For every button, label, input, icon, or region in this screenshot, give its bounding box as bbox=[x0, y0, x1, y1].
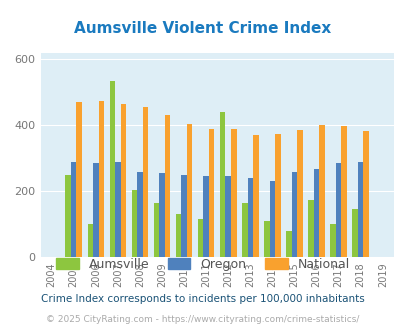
Bar bbox=[131, 190, 137, 257]
Bar bbox=[352, 209, 357, 257]
Bar bbox=[159, 173, 164, 257]
Bar bbox=[115, 162, 120, 257]
Bar bbox=[330, 224, 335, 257]
Bar bbox=[296, 130, 302, 257]
Bar bbox=[286, 231, 291, 257]
Bar bbox=[120, 104, 126, 257]
Bar bbox=[93, 163, 98, 257]
Bar bbox=[87, 224, 93, 257]
Bar bbox=[71, 162, 76, 257]
Bar bbox=[291, 172, 296, 257]
Bar bbox=[230, 129, 236, 257]
Text: © 2025 CityRating.com - https://www.cityrating.com/crime-statistics/: © 2025 CityRating.com - https://www.city… bbox=[46, 315, 359, 324]
Bar bbox=[225, 176, 230, 257]
Bar bbox=[197, 219, 203, 257]
Bar bbox=[142, 107, 148, 257]
Bar bbox=[241, 203, 247, 257]
Bar bbox=[153, 203, 159, 257]
Bar bbox=[357, 162, 362, 257]
Bar bbox=[109, 81, 115, 257]
Bar bbox=[203, 176, 209, 257]
Bar bbox=[252, 135, 258, 257]
Bar bbox=[209, 129, 214, 257]
Bar bbox=[269, 182, 275, 257]
Bar bbox=[362, 131, 368, 257]
Bar bbox=[220, 112, 225, 257]
Bar bbox=[98, 101, 104, 257]
Bar bbox=[313, 169, 318, 257]
Legend: Aumsville, Oregon, National: Aumsville, Oregon, National bbox=[51, 253, 354, 276]
Bar bbox=[175, 214, 181, 257]
Bar bbox=[65, 175, 71, 257]
Bar bbox=[247, 178, 252, 257]
Bar bbox=[164, 115, 170, 257]
Bar bbox=[341, 126, 346, 257]
Bar bbox=[307, 200, 313, 257]
Bar bbox=[137, 172, 142, 257]
Bar bbox=[318, 125, 324, 257]
Bar bbox=[335, 163, 341, 257]
Text: Crime Index corresponds to incidents per 100,000 inhabitants: Crime Index corresponds to incidents per… bbox=[41, 294, 364, 304]
Bar bbox=[181, 175, 186, 257]
Bar bbox=[275, 134, 280, 257]
Bar bbox=[186, 124, 192, 257]
Bar bbox=[76, 102, 82, 257]
Text: Aumsville Violent Crime Index: Aumsville Violent Crime Index bbox=[74, 21, 331, 36]
Bar bbox=[264, 221, 269, 257]
